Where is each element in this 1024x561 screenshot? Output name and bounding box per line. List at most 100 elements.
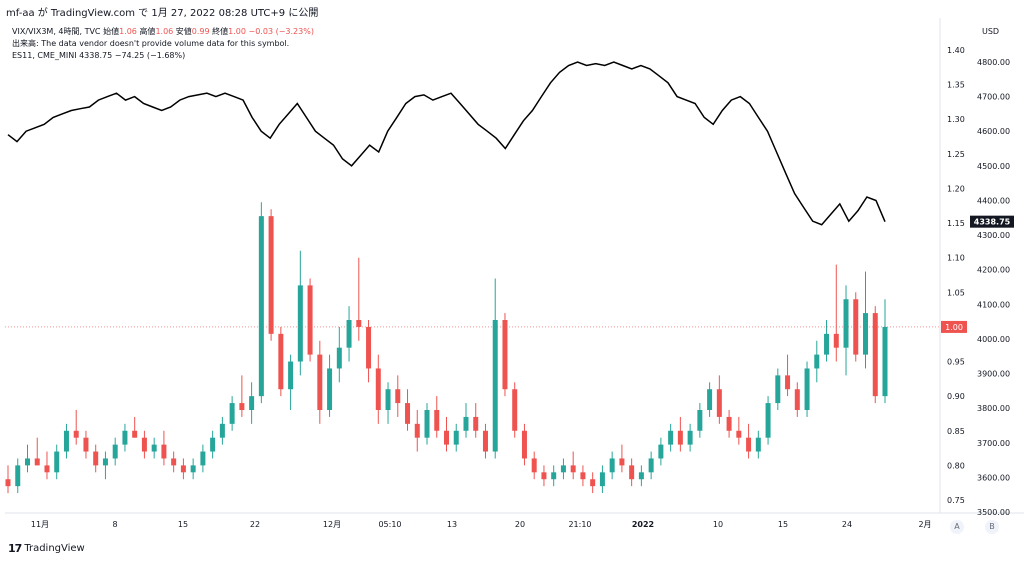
legend-main-series[interactable]: VIX/VIX3M, 4時間, TVC 始値1.06 高値1.06 安値0.99…: [12, 26, 314, 37]
candle-body[interactable]: [268, 216, 274, 334]
candle-body[interactable]: [54, 451, 60, 473]
candle-body[interactable]: [288, 361, 294, 390]
candle-body[interactable]: [34, 458, 40, 466]
candle-body[interactable]: [814, 354, 820, 369]
candle-body[interactable]: [580, 472, 586, 480]
candle-body[interactable]: [736, 430, 742, 438]
candle-body[interactable]: [336, 347, 342, 369]
candle-body[interactable]: [785, 375, 791, 390]
candle-body[interactable]: [531, 458, 537, 473]
candle-body[interactable]: [824, 333, 830, 355]
candle-body[interactable]: [112, 444, 118, 459]
candle-body[interactable]: [414, 423, 420, 438]
candle-body[interactable]: [541, 472, 547, 480]
candle-body[interactable]: [151, 444, 157, 452]
candle-body[interactable]: [648, 458, 654, 473]
candle-body[interactable]: [473, 416, 479, 431]
candle-body[interactable]: [765, 403, 771, 438]
candle-body[interactable]: [590, 479, 596, 487]
candle-body[interactable]: [872, 313, 878, 397]
currency-label[interactable]: USD: [980, 26, 1002, 37]
candle-body[interactable]: [492, 320, 498, 452]
candle-body[interactable]: [638, 472, 644, 480]
candle-body[interactable]: [619, 458, 625, 466]
candle-body[interactable]: [63, 430, 69, 452]
candle-body[interactable]: [5, 479, 11, 487]
price-chart[interactable]: 1.40 1.35 1.30 1.25 1.20 1.15 1.10 1.05 1.00 0.95…: [0, 18, 1024, 538]
candle-body[interactable]: [512, 389, 518, 431]
candle-body[interactable]: [687, 430, 693, 445]
candle-body[interactable]: [190, 465, 196, 473]
candle-body[interactable]: [551, 472, 557, 480]
candle-body[interactable]: [395, 389, 401, 404]
candle-body[interactable]: [463, 416, 469, 431]
candle-body[interactable]: [258, 216, 264, 397]
candle-body[interactable]: [424, 410, 430, 438]
candle-body[interactable]: [453, 430, 459, 445]
candle-body[interactable]: [122, 430, 128, 445]
candle-body[interactable]: [668, 430, 674, 445]
candle-body[interactable]: [297, 285, 303, 362]
candle-body[interactable]: [171, 458, 177, 466]
candle-body[interactable]: [44, 465, 50, 473]
candle-body[interactable]: [677, 430, 683, 445]
candle-body[interactable]: [609, 458, 615, 473]
candle-body[interactable]: [219, 423, 225, 438]
candle-body[interactable]: [210, 437, 216, 452]
candle-body[interactable]: [853, 299, 859, 355]
candle-body[interactable]: [132, 430, 138, 438]
candle-body[interactable]: [697, 410, 703, 431]
candle-body[interactable]: [775, 375, 781, 404]
candle-body[interactable]: [229, 403, 235, 424]
candle-body[interactable]: [843, 299, 849, 348]
candle-body[interactable]: [141, 437, 147, 452]
chart-frame[interactable]: 1.40 1.35 1.30 1.25 1.20 1.15 1.10 1.05 1.00 0.95…: [0, 18, 1024, 538]
candle-body[interactable]: [629, 465, 635, 480]
candle-body[interactable]: [15, 465, 21, 487]
candle-body[interactable]: [794, 389, 800, 410]
candle-body[interactable]: [482, 430, 488, 452]
candle-body[interactable]: [278, 333, 284, 390]
candle-body[interactable]: [746, 437, 752, 452]
candle-body[interactable]: [755, 437, 761, 452]
candle-body[interactable]: [24, 458, 30, 466]
candle-body[interactable]: [385, 389, 391, 410]
candle-body[interactable]: [521, 430, 527, 459]
candle-body[interactable]: [366, 326, 372, 369]
legend-es11[interactable]: ES11, CME_MINI 4338.75 −74.25 (−1.68%): [12, 50, 185, 61]
candle-body[interactable]: [833, 333, 839, 348]
candle-body[interactable]: [502, 320, 508, 390]
legend-volume[interactable]: 出来高: The data vendor doesn't provide vol…: [12, 39, 290, 48]
candle-body[interactable]: [327, 368, 333, 410]
auto-scale-button[interactable]: A: [950, 520, 964, 534]
candle-body[interactable]: [249, 396, 255, 410]
candle-body[interactable]: [317, 354, 323, 410]
tradingview-brand[interactable]: 17 TradingView: [8, 542, 85, 555]
candle-body[interactable]: [239, 403, 245, 410]
candle-body[interactable]: [434, 410, 440, 431]
candle-body[interactable]: [161, 444, 167, 459]
candle-body[interactable]: [375, 368, 381, 410]
candle-body[interactable]: [716, 389, 722, 417]
candle-body[interactable]: [307, 285, 313, 355]
candle-body[interactable]: [102, 458, 108, 466]
candle-body[interactable]: [658, 444, 664, 459]
candle-body[interactable]: [444, 430, 449, 445]
log-scale-button[interactable]: B: [985, 520, 999, 534]
candle-body[interactable]: [73, 430, 79, 438]
candle-body[interactable]: [356, 320, 362, 327]
candle-body[interactable]: [599, 472, 605, 487]
candle-body[interactable]: [180, 465, 186, 473]
es11-line[interactable]: [7, 61, 886, 226]
candle-body[interactable]: [804, 368, 810, 410]
candle-body[interactable]: [346, 320, 352, 348]
candle-body[interactable]: [405, 403, 411, 424]
candle-body[interactable]: [726, 416, 732, 431]
candle-body[interactable]: [200, 451, 206, 466]
candle-body[interactable]: [83, 437, 89, 452]
candle-body[interactable]: [570, 465, 576, 473]
candle-body[interactable]: [882, 326, 888, 397]
candle-body[interactable]: [93, 451, 99, 466]
candle-body[interactable]: [707, 389, 713, 410]
candle-body[interactable]: [863, 313, 869, 355]
